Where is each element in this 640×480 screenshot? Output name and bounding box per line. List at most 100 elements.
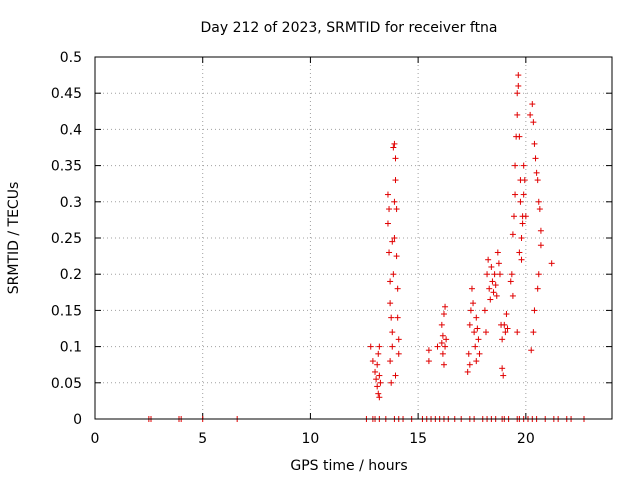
data-point — [509, 231, 516, 238]
data-point — [488, 263, 495, 270]
data-point — [473, 314, 480, 321]
y-axis-label: SRMTID / TECUs — [6, 182, 22, 295]
data-point — [464, 368, 471, 375]
data-point — [484, 271, 491, 278]
data-point — [514, 111, 521, 118]
data-point — [503, 311, 510, 318]
data-point — [521, 177, 528, 184]
data-point — [520, 191, 527, 198]
data-point — [392, 177, 399, 184]
data-point — [533, 169, 540, 176]
data-point — [387, 358, 394, 365]
chart-title: Day 212 of 2023, SRMTID for receiver ftn… — [200, 20, 497, 36]
data-point — [491, 271, 498, 278]
data-point — [474, 325, 481, 332]
y-tick-label: 0.4 — [60, 122, 82, 138]
data-point — [548, 260, 555, 267]
data-point — [527, 111, 534, 118]
y-tick-label: 0.5 — [60, 50, 82, 66]
data-point — [439, 350, 446, 357]
axis-ticks: 0 5 10 15 20 0 0.05 0.1 0.15 0.2 0.25 0.3 0.35 0.4 0.4… — [51, 50, 612, 447]
data-point — [373, 376, 380, 383]
data-point — [534, 285, 541, 292]
data-point — [465, 350, 472, 357]
data-point — [389, 238, 396, 245]
data-point — [392, 372, 399, 379]
data-point — [375, 350, 382, 357]
data-point — [516, 249, 523, 256]
data-point — [372, 368, 379, 375]
data-point — [535, 198, 542, 205]
data-point — [386, 206, 393, 213]
data-point — [434, 343, 441, 350]
data-point — [438, 339, 445, 346]
data-point — [537, 227, 544, 234]
y-tick-label: 0.45 — [51, 86, 82, 102]
data-point — [502, 329, 509, 336]
data-point — [489, 278, 496, 285]
data-point — [471, 329, 478, 336]
data-point — [466, 361, 473, 368]
data-point — [442, 343, 449, 350]
data-point — [508, 271, 515, 278]
data-point — [494, 249, 501, 256]
data-point — [492, 282, 499, 289]
data-point — [507, 278, 514, 285]
data-point — [499, 336, 506, 343]
data-point — [515, 82, 522, 89]
y-tick-label: 0.35 — [51, 159, 82, 175]
data-point — [391, 140, 398, 147]
data-point — [518, 256, 525, 263]
data-point — [367, 343, 374, 350]
data-point — [389, 343, 396, 350]
data-point — [392, 155, 399, 162]
data-point — [391, 198, 398, 205]
data-point — [389, 329, 396, 336]
data-point — [487, 296, 494, 303]
data-point — [512, 162, 519, 169]
data-point — [470, 300, 477, 307]
data-point — [425, 347, 432, 354]
data-point — [425, 358, 432, 365]
data-point — [438, 321, 445, 328]
y-tick-label: 0.1 — [60, 340, 82, 356]
data-point — [515, 72, 522, 79]
y-tick-label: 0.2 — [60, 267, 82, 283]
y-tick-label: 0.05 — [51, 376, 82, 392]
data-point — [369, 358, 376, 365]
x-tick-label: 10 — [302, 431, 320, 447]
data-point — [485, 256, 492, 263]
data-point — [537, 242, 544, 249]
data-point — [499, 365, 506, 372]
data-point — [534, 177, 541, 184]
data-point — [510, 213, 517, 220]
data-point — [384, 191, 391, 198]
data-point — [395, 350, 402, 357]
data-point — [529, 101, 536, 108]
data-point — [486, 285, 493, 292]
y-tick-label: 0.15 — [51, 303, 82, 319]
data-point — [387, 300, 394, 307]
data-point — [496, 271, 503, 278]
data-point — [395, 336, 402, 343]
data-point — [522, 213, 529, 220]
data-point — [375, 390, 382, 397]
data-point — [516, 133, 523, 140]
data-point — [393, 206, 400, 213]
data-point — [490, 289, 497, 296]
data-point — [512, 191, 519, 198]
data-point — [536, 206, 543, 213]
data-point — [376, 394, 383, 401]
data-point — [377, 379, 384, 386]
data-point — [467, 307, 474, 314]
data-point — [443, 336, 450, 343]
data-point — [439, 332, 446, 339]
data-point — [501, 321, 508, 328]
y-tick-label: 0.25 — [51, 231, 82, 247]
data-point — [384, 220, 391, 227]
data-point — [531, 140, 538, 147]
data-point — [475, 336, 482, 343]
data-point — [387, 278, 394, 285]
